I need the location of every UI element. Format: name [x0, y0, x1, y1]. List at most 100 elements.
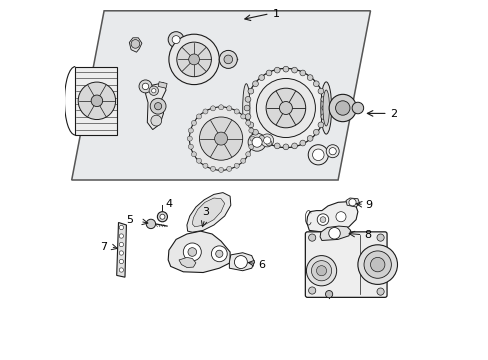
- Circle shape: [320, 114, 326, 120]
- Polygon shape: [320, 226, 350, 240]
- Text: 9: 9: [365, 200, 372, 210]
- Circle shape: [119, 242, 123, 247]
- Circle shape: [226, 166, 231, 171]
- Circle shape: [274, 143, 280, 149]
- Circle shape: [248, 144, 253, 149]
- Polygon shape: [158, 82, 167, 88]
- Circle shape: [188, 54, 199, 65]
- Circle shape: [256, 78, 315, 138]
- Polygon shape: [129, 38, 142, 52]
- Circle shape: [328, 94, 356, 122]
- Circle shape: [189, 107, 252, 170]
- Circle shape: [168, 34, 219, 85]
- Circle shape: [313, 81, 319, 87]
- Circle shape: [291, 67, 297, 73]
- Circle shape: [351, 102, 363, 114]
- Circle shape: [187, 136, 192, 141]
- Circle shape: [283, 144, 288, 150]
- Circle shape: [240, 158, 245, 163]
- Circle shape: [376, 234, 384, 241]
- Circle shape: [187, 248, 196, 256]
- Circle shape: [119, 225, 123, 230]
- Polygon shape: [117, 222, 126, 277]
- Circle shape: [91, 95, 102, 107]
- Circle shape: [265, 70, 271, 76]
- Circle shape: [146, 219, 155, 229]
- Circle shape: [307, 145, 328, 165]
- Polygon shape: [229, 253, 254, 271]
- Circle shape: [240, 114, 245, 119]
- Circle shape: [244, 114, 250, 120]
- Circle shape: [244, 105, 249, 111]
- Polygon shape: [168, 231, 230, 273]
- Circle shape: [247, 122, 253, 128]
- Circle shape: [317, 214, 328, 225]
- Circle shape: [335, 212, 346, 222]
- Circle shape: [78, 82, 115, 120]
- Circle shape: [348, 199, 355, 206]
- Circle shape: [376, 288, 384, 295]
- Circle shape: [265, 140, 271, 146]
- Circle shape: [357, 245, 397, 284]
- Polygon shape: [72, 11, 370, 180]
- Circle shape: [363, 251, 390, 278]
- Circle shape: [247, 88, 253, 94]
- Circle shape: [219, 50, 237, 68]
- Circle shape: [258, 75, 264, 81]
- Circle shape: [203, 163, 207, 168]
- Circle shape: [177, 42, 211, 77]
- Circle shape: [252, 81, 258, 87]
- Circle shape: [335, 101, 349, 115]
- Circle shape: [188, 128, 193, 133]
- Circle shape: [196, 158, 201, 163]
- Circle shape: [311, 261, 331, 281]
- Circle shape: [142, 83, 148, 90]
- Polygon shape: [145, 83, 166, 130]
- Circle shape: [325, 291, 332, 298]
- Circle shape: [234, 109, 239, 114]
- Circle shape: [191, 121, 196, 126]
- Circle shape: [263, 137, 270, 144]
- FancyBboxPatch shape: [305, 232, 386, 297]
- Circle shape: [291, 143, 297, 149]
- Circle shape: [274, 67, 280, 73]
- Text: 3: 3: [202, 207, 209, 217]
- Circle shape: [260, 134, 273, 147]
- Circle shape: [218, 105, 223, 110]
- Circle shape: [211, 246, 227, 262]
- Circle shape: [245, 121, 250, 126]
- Circle shape: [131, 40, 140, 48]
- Circle shape: [210, 166, 215, 171]
- Circle shape: [185, 46, 190, 51]
- Circle shape: [119, 268, 123, 272]
- Circle shape: [226, 106, 231, 111]
- Circle shape: [119, 234, 123, 238]
- Circle shape: [172, 36, 180, 44]
- Circle shape: [183, 243, 201, 261]
- Circle shape: [188, 144, 193, 149]
- Polygon shape: [186, 193, 230, 232]
- Circle shape: [196, 114, 201, 119]
- Circle shape: [258, 135, 264, 141]
- Polygon shape: [192, 198, 224, 227]
- Circle shape: [265, 88, 305, 128]
- Circle shape: [299, 70, 305, 76]
- Circle shape: [247, 133, 265, 151]
- Circle shape: [248, 128, 253, 133]
- Circle shape: [203, 109, 207, 114]
- Text: 8: 8: [363, 230, 370, 240]
- Circle shape: [283, 66, 288, 72]
- Circle shape: [328, 228, 340, 239]
- Circle shape: [320, 217, 325, 222]
- Circle shape: [252, 129, 258, 135]
- Text: 7: 7: [100, 242, 107, 252]
- Circle shape: [210, 106, 215, 111]
- Polygon shape: [179, 257, 196, 267]
- Circle shape: [149, 86, 158, 95]
- Circle shape: [328, 148, 336, 155]
- Circle shape: [306, 256, 336, 286]
- Circle shape: [214, 132, 227, 145]
- Ellipse shape: [320, 82, 331, 134]
- Circle shape: [308, 287, 315, 294]
- Text: 5: 5: [126, 215, 133, 225]
